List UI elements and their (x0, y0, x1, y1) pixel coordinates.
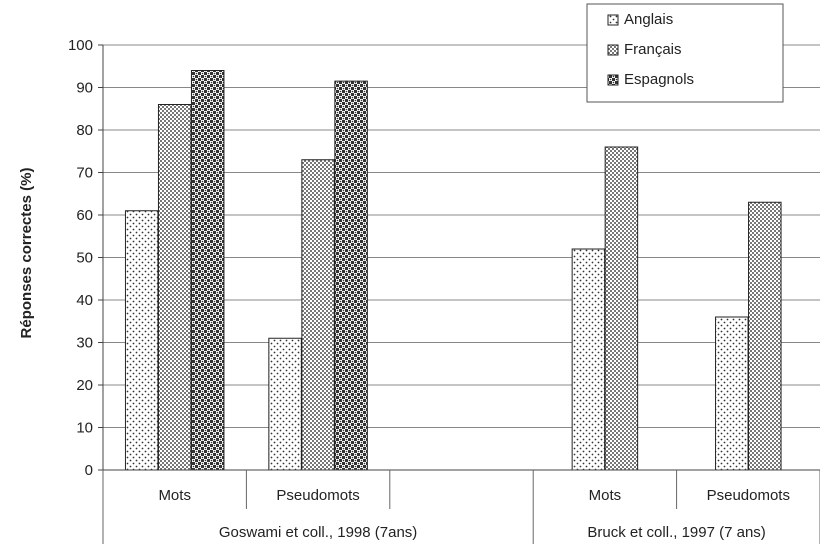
bar-anglais-1 (268, 337, 302, 471)
y-tick-label: 100 (68, 37, 93, 54)
x-tick-label: Mots (589, 487, 622, 504)
legend-swatch (607, 44, 619, 56)
y-tick-label: 80 (76, 122, 93, 139)
x-tick-label: Pseudomots (276, 487, 359, 504)
y-axis-label: Réponses correctes (%) (18, 168, 35, 339)
legend-label: Français (624, 41, 682, 58)
bars (124, 70, 782, 471)
x-tick-label: Pseudomots (707, 487, 790, 504)
bar-franais-1 (301, 159, 335, 471)
bar-franais-3 (604, 146, 639, 471)
legend: Anglais Français Espagnols (586, 3, 784, 103)
y-axis: 0 10 20 30 40 50 60 70 80 90 100 (68, 37, 104, 479)
bar-franais-0 (157, 104, 192, 471)
y-tick-label: 60 (76, 207, 93, 224)
y-tick-label: 10 (76, 420, 93, 437)
bar-espagnols-1 (334, 80, 368, 471)
bar-anglais-0 (124, 210, 159, 471)
group-label: Goswami et coll., 1998 (7ans) (219, 524, 417, 541)
legend-swatch (607, 74, 619, 86)
legend-label: Espagnols (624, 71, 694, 88)
y-tick-label: 30 (76, 335, 93, 352)
y-tick-label: 20 (76, 377, 93, 394)
bar-franais-4 (748, 201, 782, 471)
x-axis: Mots Pseudomots Mots Pseudomots Goswami et c… (102, 469, 820, 544)
bar-anglais-3 (571, 248, 606, 471)
legend-box (586, 3, 784, 103)
y-tick-label: 90 (76, 80, 93, 97)
x-tick-label: Mots (158, 487, 191, 504)
y-tick-label: 40 (76, 292, 93, 309)
y-tick-label: 50 (76, 250, 93, 267)
group-label: Bruck et coll., 1997 (7 ans) (587, 524, 765, 541)
legend-label: Anglais (624, 11, 673, 28)
y-tick-label: 0 (85, 462, 93, 479)
bar-anglais-4 (715, 316, 749, 471)
bar-espagnols-0 (190, 70, 225, 471)
legend-swatch (607, 14, 619, 26)
y-tick-label: 70 (76, 165, 93, 182)
